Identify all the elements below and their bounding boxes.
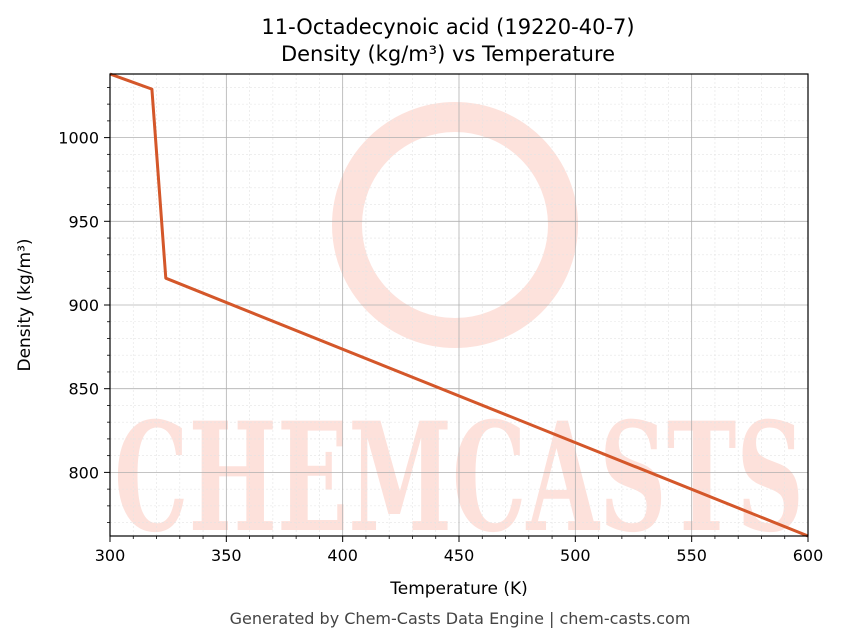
chart-title-line1: 11-Octadecynoic acid (19220-40-7) [261,15,634,39]
x-tick-label: 550 [676,546,707,565]
y-tick-label: 1000 [58,129,99,148]
y-tick-label: 800 [68,463,99,482]
density-line [109,72,809,538]
y-tick-label: 850 [68,380,99,399]
plot-area: CHEMCASTS [104,72,809,566]
x-tick-label: 600 [793,546,824,565]
axis-ticks [104,86,809,542]
x-tick-label: 450 [444,546,475,565]
x-tick-label: 300 [95,546,126,565]
x-axis-label: Temperature (K) [389,579,528,599]
y-axis-label: Density (kg/m³) [15,238,35,371]
watermark-logo-ring [332,102,578,348]
y-tick-label: 950 [68,212,99,231]
x-tick-labels: 300 350 400 450 500 550 600 [95,546,824,565]
y-tick-label: 900 [68,296,99,315]
chart-title-line2: Density (kg/m³) vs Temperature [281,42,615,66]
x-tick-label: 400 [327,546,358,565]
footer-credit: Generated by Chem-Casts Data Engine | ch… [230,609,691,628]
y-tick-labels: 800 850 900 950 1000 [58,129,99,483]
x-tick-label: 500 [560,546,591,565]
x-tick-label: 350 [211,546,242,565]
